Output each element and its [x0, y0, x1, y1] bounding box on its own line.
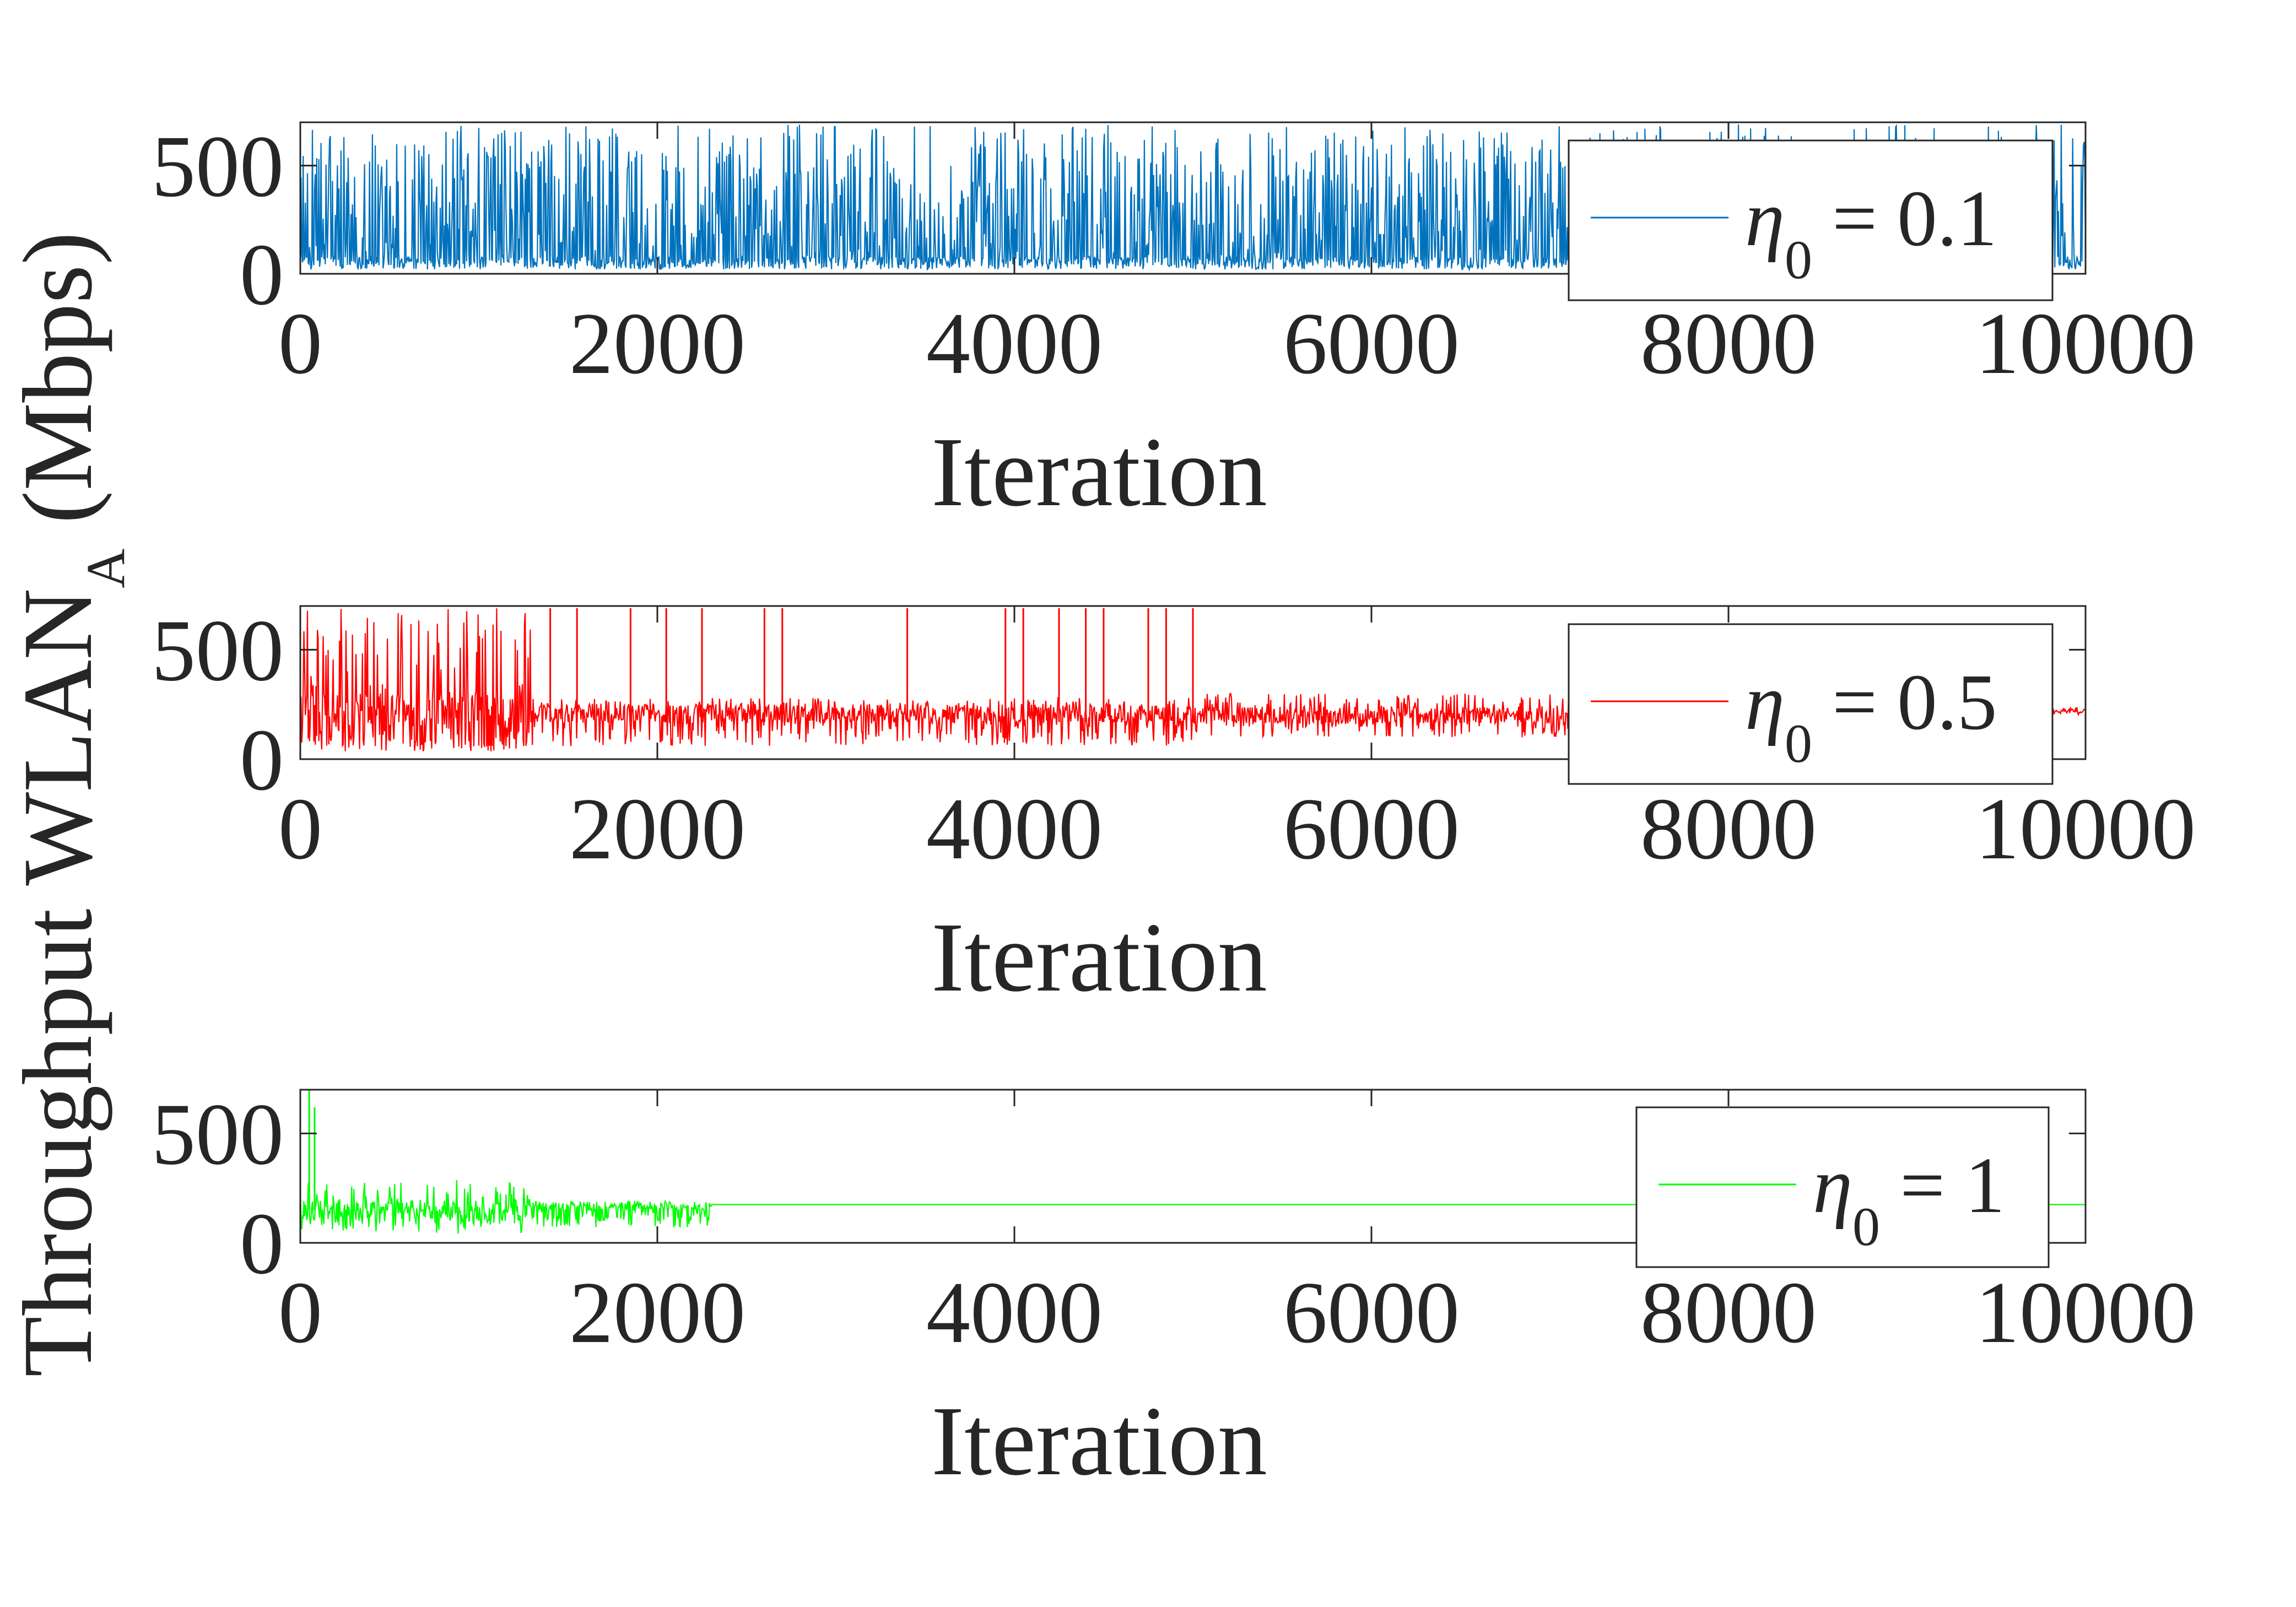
y-axis-label-main: Throughput WLAN	[3, 588, 112, 1377]
y-tick-label: 0	[240, 1194, 284, 1292]
y-axis-label-unit: (Mbps)	[3, 232, 112, 549]
x-tick-label: 8000	[1640, 294, 1817, 392]
legend-label: η0 = 0.5	[1745, 658, 1997, 774]
legend-subscript: 0	[1852, 1196, 1880, 1257]
legend-value: = 0.5	[1812, 658, 1997, 746]
x-tick-label: 2000	[569, 1263, 745, 1361]
legend: η0 = 0.5	[1568, 623, 2054, 785]
axes-frame	[299, 605, 2087, 760]
x-tick-label: 10000	[1975, 1263, 2196, 1361]
y-axis-label: Throughput WLANA (Mbps)	[3, 232, 136, 1377]
legend-label: η0 = 0.1	[1745, 175, 1997, 290]
legend-symbol: η	[1745, 658, 1785, 746]
x-tick-label: 10000	[1975, 780, 2196, 878]
y-tick-label: 500	[152, 1085, 284, 1183]
y-tick-label: 500	[152, 117, 284, 215]
x-tick-label: 4000	[926, 1263, 1103, 1361]
legend-value: = 0.1	[1812, 175, 1997, 263]
legend-box	[1635, 1106, 2050, 1268]
legend-box	[1568, 623, 2054, 785]
y-tick-label: 500	[152, 601, 284, 699]
legend-subscript: 0	[1785, 229, 1812, 290]
x-axis-label: Iteration	[931, 1386, 1267, 1496]
x-tick-label: 0	[278, 294, 322, 392]
x-tick-label: 8000	[1640, 1263, 1817, 1361]
x-tick-label: 0	[278, 780, 322, 878]
x-tick-label: 4000	[926, 294, 1103, 392]
legend: η0 = 0.1	[1568, 139, 2054, 301]
x-tick-label: 10000	[1975, 294, 2196, 392]
x-tick-label: 2000	[569, 780, 745, 878]
legend-subscript: 0	[1785, 713, 1812, 774]
y-tick-label: 0	[240, 225, 284, 323]
legend-label: η0 = 1	[1813, 1141, 2005, 1257]
x-axis-label: Iteration	[931, 902, 1267, 1012]
x-tick-label: 4000	[926, 780, 1103, 878]
x-tick-label: 8000	[1640, 780, 1817, 878]
axes-frame	[299, 121, 2087, 275]
y-axis-label-subscript: A	[75, 549, 136, 588]
legend-box	[1568, 139, 2054, 301]
x-tick-label: 6000	[1283, 1263, 1460, 1361]
y-tick-label: 0	[240, 711, 284, 809]
x-tick-label: 0	[278, 1263, 322, 1361]
legend: η0 = 1	[1635, 1106, 2050, 1268]
x-axis-label: Iteration	[931, 417, 1267, 527]
legend-symbol: η	[1813, 1141, 1852, 1230]
x-tick-label: 6000	[1283, 294, 1460, 392]
legend-value: = 1	[1880, 1141, 2005, 1230]
legend-symbol: η	[1745, 175, 1785, 263]
x-tick-label: 6000	[1283, 780, 1460, 878]
x-tick-label: 2000	[569, 294, 745, 392]
axes-frame	[299, 1089, 2087, 1244]
